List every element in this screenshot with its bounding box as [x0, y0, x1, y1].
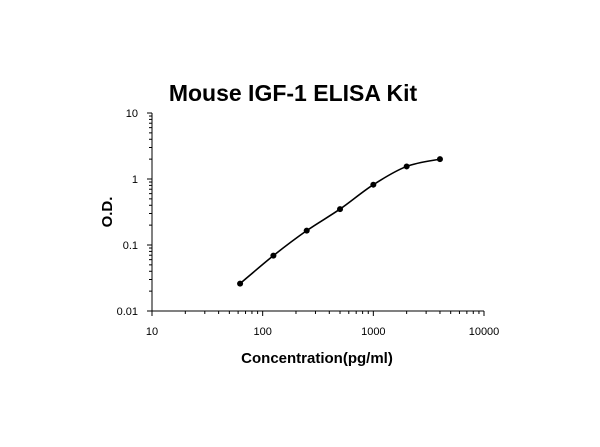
- data-point: [237, 280, 244, 287]
- y-axis-label: O.D.: [99, 197, 116, 228]
- data-point: [270, 252, 277, 259]
- x-tick-label: 100: [253, 326, 271, 338]
- x-tick-label: 10000: [469, 326, 500, 338]
- fit-curve: [239, 158, 441, 285]
- x-tick-label: 10: [146, 326, 158, 338]
- y-tick-label: 0.1: [123, 240, 138, 252]
- axes: 10 100 1000 10000 0.01 0.1 1 10: [117, 108, 500, 338]
- data-point: [403, 163, 410, 170]
- data-point: [337, 206, 344, 213]
- y-tick-label: 0.01: [117, 306, 138, 318]
- y-tick-label: 10: [126, 108, 138, 120]
- y-tick-label: 1: [132, 174, 138, 186]
- x-tick-label: 1000: [361, 326, 385, 338]
- data-point: [303, 227, 310, 234]
- data-point: [436, 156, 443, 163]
- chart-title: Mouse IGF-1 ELISA Kit: [169, 80, 418, 106]
- plot-area: [237, 156, 443, 287]
- data-point: [370, 181, 377, 188]
- x-axis-label: Concentration(pg/ml): [241, 350, 393, 367]
